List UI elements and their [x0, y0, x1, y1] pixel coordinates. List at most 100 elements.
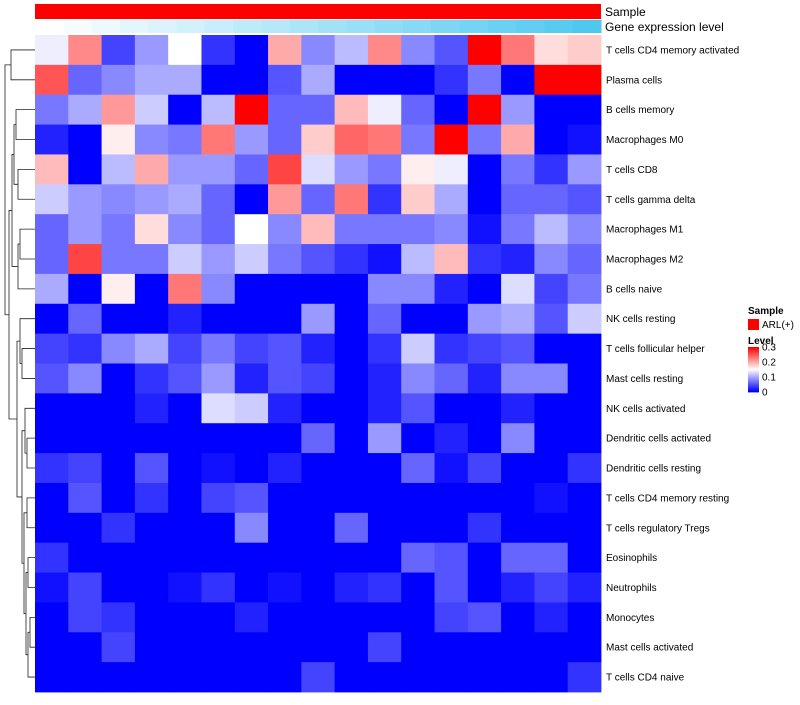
dendrogram-branch — [21, 348, 35, 379]
heatmap-cell — [534, 393, 569, 424]
heatmap-cell — [534, 453, 569, 484]
heatmap-cell — [567, 632, 602, 663]
heatmap-cell — [367, 453, 402, 484]
legend-level-gradient — [748, 356, 759, 358]
row-label: T cells CD4 memory activated — [606, 45, 739, 56]
heatmap-cell — [567, 214, 602, 245]
heatmap-cell — [68, 482, 102, 514]
heatmap-cell — [268, 35, 302, 66]
heatmap-cell — [201, 542, 236, 573]
heatmap-cell — [301, 363, 336, 394]
heatmap-cell — [134, 64, 169, 96]
dendrogram-branch — [26, 437, 35, 469]
heatmap-cell — [334, 94, 369, 125]
heatmap-cell — [301, 244, 336, 275]
heatmap-cell — [301, 393, 336, 424]
heatmap-cell — [401, 35, 435, 66]
heatmap-cell — [401, 184, 435, 215]
heatmap-cell — [201, 572, 236, 603]
heatmap-cell — [35, 244, 69, 275]
heatmap-cell — [534, 184, 569, 215]
heatmap-cell — [35, 423, 69, 454]
heatmap-cell — [301, 453, 336, 484]
heatmap-cell — [301, 64, 336, 96]
heatmap-cell — [35, 64, 69, 96]
heatmap-cell — [268, 632, 302, 663]
heatmap-cell — [201, 333, 236, 364]
gene-expression-track-cell — [63, 20, 93, 33]
gene-expression-track-cell — [318, 20, 347, 33]
heatmap-cell — [334, 244, 369, 275]
heatmap-cell — [534, 273, 569, 305]
dendrogram-branch — [10, 49, 35, 81]
row-label: Eosinophils — [606, 553, 657, 564]
heatmap-cell — [68, 572, 102, 603]
heatmap-cell — [567, 184, 602, 215]
heatmap-cell — [168, 542, 202, 573]
heatmap-cell — [68, 393, 102, 424]
heatmap-cell — [567, 572, 602, 603]
heatmap-cell — [401, 303, 435, 335]
heatmap-cell — [367, 244, 402, 275]
heatmap-cell — [367, 512, 402, 544]
heatmap-cell — [367, 303, 402, 335]
heatmap-cell — [268, 602, 302, 633]
heatmap-cell — [401, 333, 435, 364]
heatmap-cell — [467, 273, 502, 305]
heatmap-cell — [401, 124, 435, 155]
heatmap-cell — [301, 572, 336, 603]
heatmap-cell — [201, 393, 236, 424]
heatmap-cell — [234, 662, 269, 693]
heatmap-cell — [534, 602, 569, 633]
heatmap-cell — [35, 393, 69, 424]
heatmap-cell — [68, 333, 102, 364]
heatmap-cell — [168, 35, 202, 66]
heatmap-cell — [35, 512, 69, 544]
heatmap-cell — [301, 124, 336, 155]
dendrogram-branch — [27, 631, 35, 678]
legend-level-gradient — [748, 369, 759, 372]
row-label: T cells regulatory Tregs — [606, 523, 710, 534]
heatmap-cell — [134, 542, 169, 573]
heatmap-cell — [68, 124, 102, 155]
heatmap-cell — [134, 662, 169, 693]
heatmap-cell — [567, 303, 602, 335]
heatmap-cell — [234, 482, 269, 514]
heatmap-cell — [268, 214, 302, 245]
legend-level-gradient — [748, 383, 759, 385]
heatmap-cell — [467, 662, 502, 693]
heatmap-cell — [401, 662, 435, 693]
heatmap-cell — [467, 214, 502, 245]
heatmap-cell — [234, 35, 269, 66]
heatmap-cell — [367, 64, 402, 96]
legend-level-gradient — [748, 390, 759, 393]
heatmap-cell — [201, 303, 236, 335]
heatmap-cell — [201, 154, 236, 185]
heatmap-cell — [567, 94, 602, 125]
heatmap-cell — [401, 273, 435, 305]
heatmap-cell — [401, 64, 435, 96]
gene-expression-track-cell — [35, 20, 64, 33]
heatmap-cell — [35, 572, 69, 603]
heatmap-cell — [101, 303, 136, 335]
heatmap-cell — [68, 64, 102, 96]
heatmap-cell — [134, 632, 169, 663]
heatmap-cell — [434, 423, 469, 454]
heatmap-cell — [268, 482, 302, 514]
heatmap-cell — [268, 273, 302, 305]
row-label: Dendritic cells resting — [606, 464, 701, 475]
heatmap-cell — [501, 154, 535, 185]
row-label: Macrophages M1 — [606, 225, 684, 236]
heatmap-cell — [168, 662, 202, 693]
heatmap-cell — [168, 154, 202, 185]
heatmap-cell — [101, 124, 136, 155]
heatmap-cell — [467, 35, 502, 66]
row-label: Plasma cells — [606, 75, 662, 86]
heatmap-cell — [234, 64, 269, 96]
heatmap-cell — [68, 662, 102, 693]
heatmap-cell — [367, 184, 402, 215]
legend-level-gradient — [748, 385, 759, 387]
legend-level-gradient — [748, 377, 759, 379]
